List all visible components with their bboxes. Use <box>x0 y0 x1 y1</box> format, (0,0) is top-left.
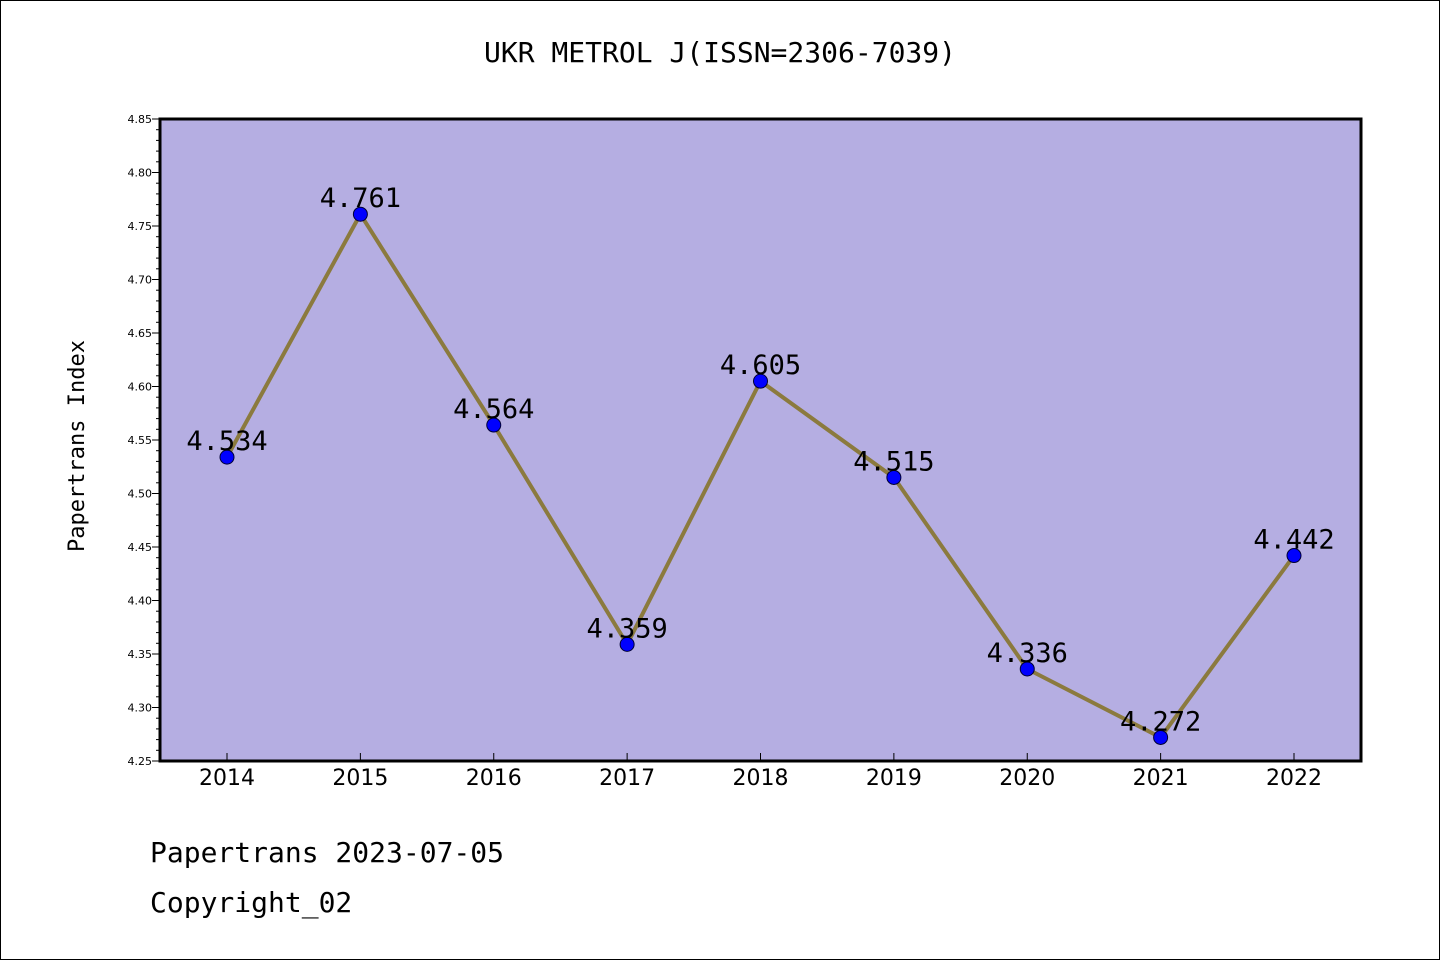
y-tick-label: 4.75 <box>128 220 153 233</box>
y-tick-label: 4.50 <box>128 488 153 501</box>
y-tick-label: 4.45 <box>128 541 153 554</box>
x-tick-label: 2017 <box>599 766 655 791</box>
y-tick-label: 4.35 <box>128 648 153 661</box>
y-axis: 4.25 4.30 4.35 4.40 4.45 4.50 4.55 4.60 4.65 4.70… <box>128 113 160 768</box>
footer-copyright: Copyright_02 <box>150 886 353 919</box>
data-point <box>886 469 902 485</box>
data-point <box>753 373 768 389</box>
data-point <box>352 206 368 222</box>
data-label: 4.605 <box>720 350 801 381</box>
plot-border <box>158 117 1363 763</box>
chart-title: UKR METROL J(ISSN=2306-7039) <box>483 36 956 69</box>
x-tick-label: 2022 <box>1266 766 1322 791</box>
y-tick-label: 4.65 <box>128 327 153 340</box>
data-point <box>1286 548 1302 564</box>
data-markers <box>219 206 1302 745</box>
x-tick-label: 2021 <box>1133 766 1189 791</box>
x-axis: 2014 2015 2016 2017 2018 2019 2020 2021 2022 <box>199 753 1322 791</box>
data-label: 4.564 <box>453 394 534 425</box>
y-tick-label: 4.80 <box>128 167 153 180</box>
x-tick-label: 2015 <box>332 766 388 791</box>
x-tick-label: 2020 <box>999 766 1055 791</box>
plot-area <box>160 119 1361 761</box>
x-tick-label: 2018 <box>733 766 789 791</box>
y-tick-label: 4.55 <box>128 434 153 447</box>
data-point <box>619 636 635 652</box>
data-point <box>1153 729 1169 745</box>
data-label: 4.272 <box>1120 706 1201 737</box>
footer-date: Papertrans 2023-07-05 <box>150 836 505 869</box>
y-tick-label: 4.70 <box>128 274 153 287</box>
x-tick-label: 2019 <box>866 766 922 791</box>
y-tick-label: 4.85 <box>128 113 153 126</box>
data-label: 4.534 <box>186 426 267 457</box>
data-point <box>486 417 502 433</box>
data-point <box>1019 661 1035 677</box>
data-label: 4.359 <box>586 613 667 644</box>
y-tick-label: 4.30 <box>128 702 153 715</box>
y-tick-label: 4.60 <box>128 381 153 394</box>
y-axis-title: Papertrans Index <box>65 340 90 552</box>
data-label: 4.761 <box>320 183 401 214</box>
data-labels: 4.534 4.761 4.564 4.359 4.605 4.515 4.336 4.272… <box>186 183 1334 737</box>
data-label: 4.515 <box>853 446 934 477</box>
data-point <box>219 449 235 465</box>
data-label: 4.442 <box>1253 525 1334 556</box>
y-tick-label: 4.25 <box>128 755 153 768</box>
x-tick-label: 2014 <box>199 766 255 791</box>
y-tick-label: 4.40 <box>128 595 153 608</box>
data-label: 4.336 <box>987 638 1068 669</box>
x-tick-label: 2016 <box>466 766 522 791</box>
